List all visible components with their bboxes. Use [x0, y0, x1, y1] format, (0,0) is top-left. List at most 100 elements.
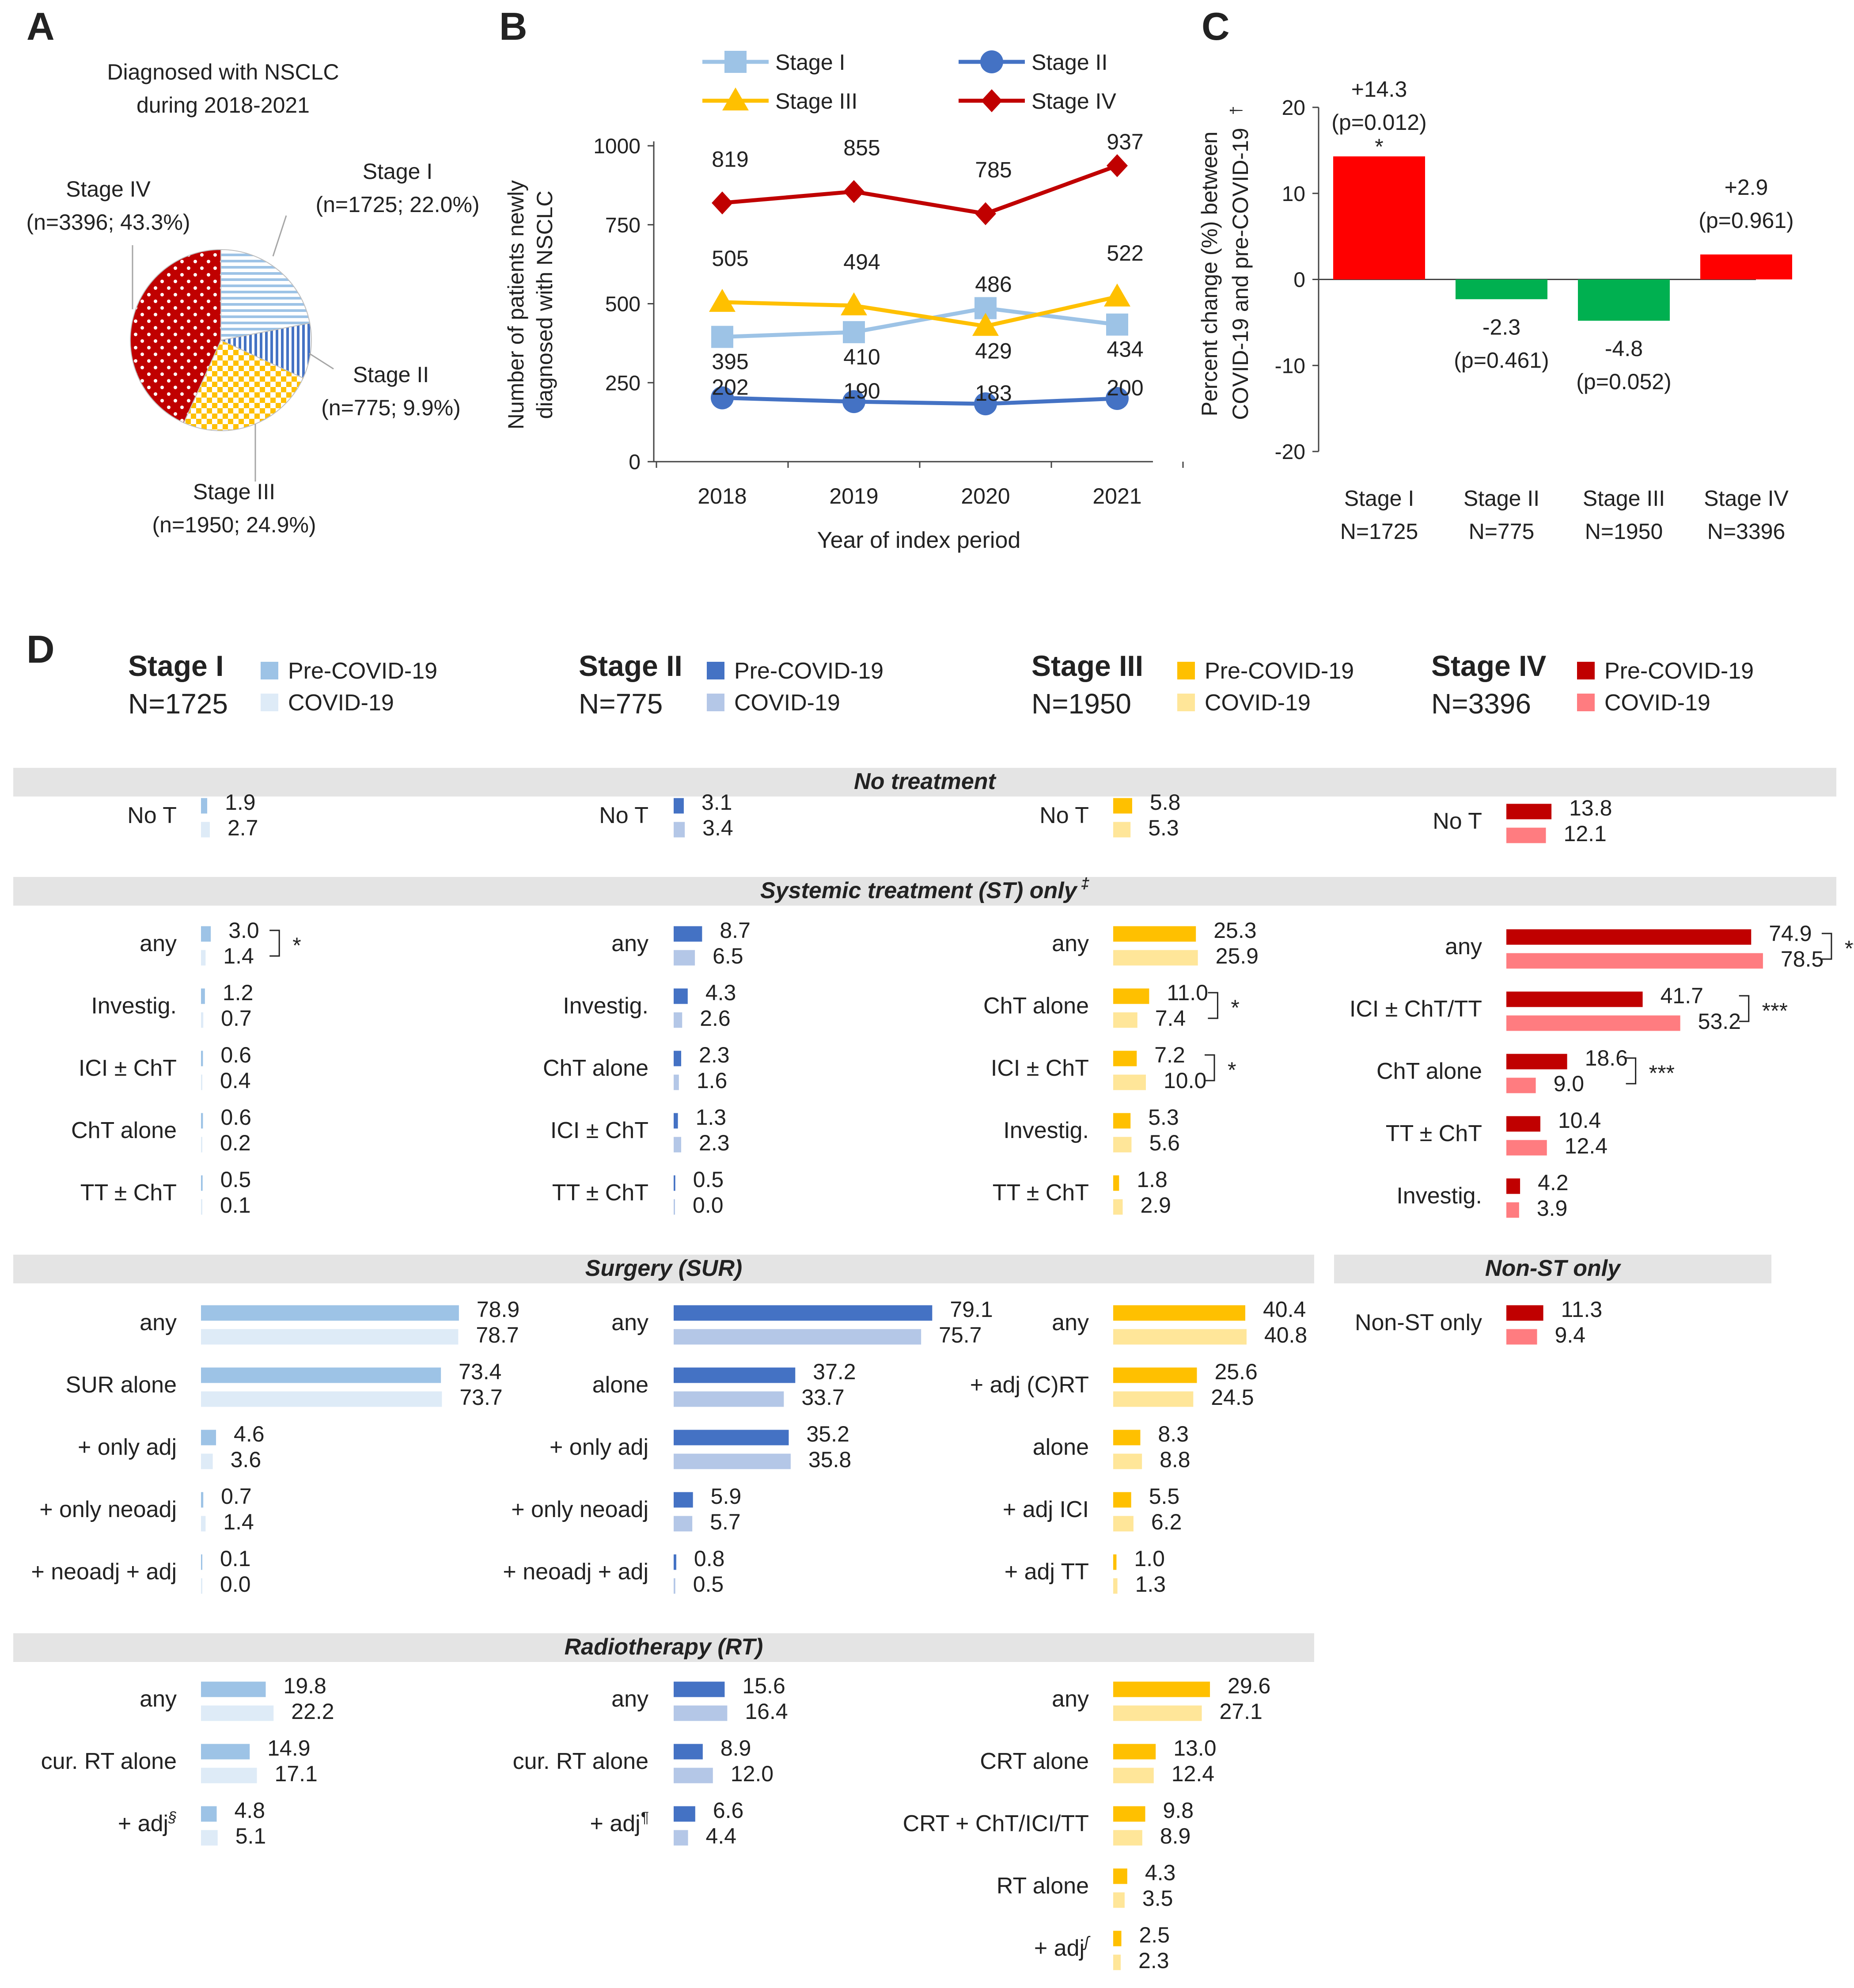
y-axis-title-line-1: Number of patients newly: [504, 180, 528, 429]
panel-letter-c: C: [1202, 4, 1230, 48]
bar-pre-covid: [1113, 1367, 1197, 1383]
bar-covid: [1113, 1516, 1134, 1532]
section-band-systemic-treatment-st-only: [13, 877, 1836, 906]
bar-covid: [1506, 1140, 1547, 1156]
y-tick-label: 500: [605, 293, 641, 316]
value-covid: 0.5: [693, 1572, 724, 1597]
value-pre-covid: 25.6: [1214, 1359, 1257, 1384]
value-pre-covid: 2.3: [699, 1043, 730, 1067]
y-tick-label: 10: [1282, 182, 1305, 206]
bar-pre-covid: [1113, 1430, 1141, 1445]
bar-covid: [201, 1329, 459, 1345]
bar-pre-covid: [201, 1175, 203, 1191]
value-pre-covid: 14.9: [267, 1736, 310, 1760]
bar-covid: [1113, 1892, 1125, 1908]
bar-pre-covid: [674, 1554, 676, 1570]
pie-label-stage-i: Stage I: [363, 159, 432, 184]
bar-pre-covid: [674, 1430, 789, 1445]
value-covid: 75.7: [939, 1323, 982, 1347]
bar-pre-covid: [674, 1175, 675, 1191]
x-category-label: Stage II: [1463, 486, 1539, 511]
bar-covid: [674, 822, 685, 838]
bar-pre-covid: [1506, 1116, 1540, 1132]
value-pre-covid: 15.6: [742, 1673, 785, 1698]
bar-covid: [674, 1074, 679, 1090]
series-line-stage-iii: [722, 295, 1118, 328]
bar-pre-covid: [201, 1430, 216, 1445]
bar-pre-covid: [1113, 1051, 1137, 1066]
stage-n-stage-ii: N=775: [579, 688, 663, 720]
value-pre-covid: 40.4: [1263, 1297, 1306, 1322]
value-pre-covid: 13.0: [1173, 1736, 1216, 1760]
row-label-ici-cht: ICI ± ChT: [550, 1118, 648, 1143]
bar-covid: [1506, 1015, 1680, 1031]
row-label-adj-tt: + adj TT: [1005, 1559, 1089, 1585]
value-pre-covid: 4.3: [1145, 1860, 1176, 1885]
row-label-sur-alone: SUR alone: [66, 1372, 177, 1398]
x-axis-title: Year of index period: [817, 527, 1021, 553]
bar-pre-covid: [1506, 1054, 1567, 1070]
section-band-no-treatment: [13, 768, 1836, 797]
bar-pre-covid: [674, 1681, 725, 1697]
pie-label-stage-iii: Stage III: [193, 479, 275, 504]
row-label-any: any: [611, 931, 648, 956]
bar-significance: *: [1375, 134, 1383, 159]
row-label-ici-cht-tt: ICI ± ChT/TT: [1350, 996, 1482, 1022]
panel-b-line-chart: 0 250 500 750 1000 2018 2019 2020 2021 Year of in…: [504, 50, 1184, 553]
value-covid: 1.3: [1135, 1572, 1166, 1597]
bar-pre-covid: [674, 798, 684, 814]
bar-pre-covid: [201, 1681, 266, 1697]
value-covid: 33.7: [801, 1385, 844, 1410]
data-point-stage-i: [1106, 313, 1128, 336]
significance-bracket: [269, 930, 280, 957]
y-tick-label: 750: [605, 214, 641, 237]
value-covid: 5.3: [1148, 816, 1179, 840]
legend-swatch-covid: [707, 694, 724, 711]
data-point-stage-iv: [975, 202, 996, 225]
bar-pre-covid: [201, 1806, 217, 1822]
bar-covid: [1113, 1329, 1247, 1345]
value-covid: 24.5: [1211, 1385, 1254, 1410]
value-pre-covid: 1.3: [696, 1105, 727, 1130]
panel-d-treatment-bars: Stage I N=1725 Pre-COVID-19 COVID-19 Stage I…: [13, 649, 1854, 1973]
value-pre-covid: 8.9: [720, 1736, 751, 1760]
bar-stage-ii: [1456, 279, 1547, 300]
x-tick-label: 2018: [698, 484, 747, 508]
bar-pre-covid: [1506, 991, 1643, 1007]
value-covid: 78.7: [476, 1323, 519, 1347]
legend-label-pre: Pre-COVID-19: [288, 658, 437, 684]
bar-pre-covid: [1113, 1554, 1117, 1570]
row-label-investig: Investig.: [563, 993, 648, 1019]
bar-covid: [201, 1199, 202, 1215]
row-label-no-t: No T: [127, 803, 177, 828]
bar-value-label: +2.9: [1725, 175, 1768, 200]
data-point-stage-iii: [972, 313, 999, 336]
value-pre-covid: 4.3: [705, 980, 736, 1005]
data-point-stage-i: [843, 321, 865, 343]
legend-label-pre: Pre-COVID-19: [734, 658, 883, 684]
row-label-cht-alone: ChT alone: [543, 1055, 648, 1081]
data-point-stage-ii: [974, 392, 997, 416]
row-label-footnote: ʃ: [1082, 1934, 1091, 1950]
pie-slice-stage-i: [220, 249, 311, 341]
value-covid: 17.1: [275, 1761, 318, 1786]
value-covid: 1.4: [223, 944, 254, 968]
bar-pre-covid: [1113, 1868, 1127, 1884]
value-covid: 9.0: [1554, 1071, 1585, 1096]
panel-letter-a: A: [27, 4, 55, 48]
value-pre-covid: 25.3: [1213, 918, 1256, 943]
bar-covid: [674, 950, 695, 966]
value-covid: 0.4: [220, 1068, 251, 1093]
value-pre-covid: 8.7: [720, 918, 751, 943]
data-label-stage-iii: 522: [1107, 241, 1143, 266]
value-pre-covid: 74.9: [1769, 921, 1812, 946]
x-category-n: N=775: [1469, 519, 1535, 544]
y-axis-title-line-1: Percent change (%) between: [1197, 132, 1222, 417]
legend-swatch-pre: [1577, 662, 1595, 679]
legend-label-covid: COVID-19: [1205, 690, 1311, 716]
x-category-n: N=1950: [1585, 519, 1663, 544]
value-pre-covid: 2.5: [1139, 1923, 1170, 1947]
legend-marker-stage-i: [724, 51, 747, 73]
row-label-cht-alone: ChT alone: [71, 1118, 177, 1143]
legend-label-stage-ii: Stage II: [1031, 50, 1107, 75]
